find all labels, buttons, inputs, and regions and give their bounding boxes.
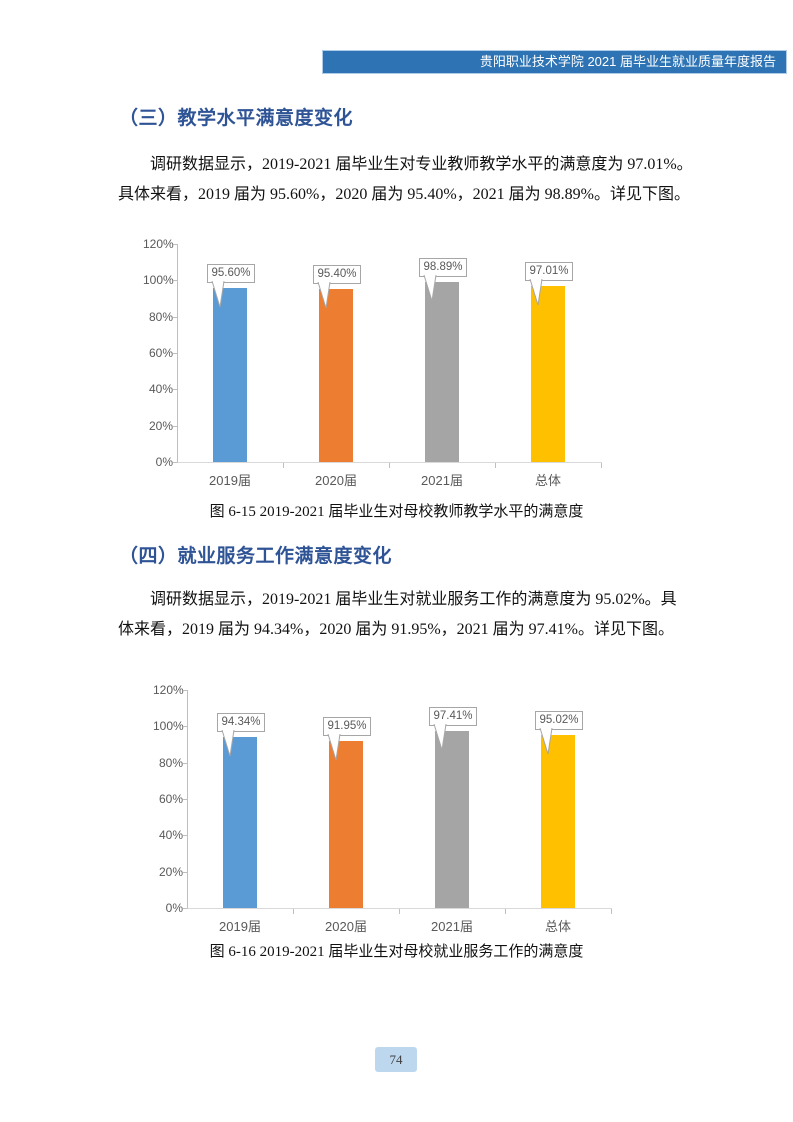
callout-tail-pointer bbox=[539, 728, 553, 761]
x-axis-category-label: 2020届 bbox=[325, 919, 367, 934]
data-label-callout: 94.34% bbox=[217, 712, 265, 732]
bar-2020届 bbox=[319, 288, 353, 462]
x-axis-tick-mark bbox=[505, 909, 506, 914]
x-axis-tick-mark bbox=[601, 463, 602, 468]
y-axis-tick-mark bbox=[183, 762, 187, 764]
y-axis-tick-mark bbox=[173, 425, 177, 427]
paragraph-line: 具体来看，2019 届为 95.60%，2020 届为 95.40%，2021 … bbox=[118, 186, 690, 203]
x-axis-tick-mark bbox=[389, 463, 390, 468]
callout-tail-pointer bbox=[433, 723, 447, 757]
y-axis-tick-label: 20% bbox=[148, 418, 173, 433]
paragraph-employment-service: 调研数据显示，2019-2021 届毕业生对就业服务工作的满意度为 95.02%… bbox=[118, 585, 677, 645]
plot-area bbox=[177, 244, 602, 463]
bar-总体 bbox=[531, 285, 565, 462]
bar-2019届 bbox=[213, 288, 247, 462]
x-axis-tick-mark bbox=[293, 909, 294, 914]
y-axis-tick-mark bbox=[183, 908, 187, 909]
y-axis-tick-mark bbox=[183, 690, 187, 691]
x-axis-category-label: 2021届 bbox=[421, 473, 463, 488]
y-axis-tick-label: 60% bbox=[148, 346, 173, 360]
x-axis-tick-mark bbox=[611, 909, 612, 914]
data-label-callout: 98.89% bbox=[419, 258, 467, 278]
y-axis-tick-label: 40% bbox=[158, 828, 183, 843]
y-axis-tick-mark bbox=[183, 871, 187, 873]
data-label-callout: 95.02% bbox=[535, 711, 583, 731]
y-axis-tick-mark bbox=[173, 389, 177, 391]
y-axis-tick-mark bbox=[183, 726, 187, 728]
section-heading-employment-service: （四）就业服务工作满意度变化 bbox=[119, 546, 393, 567]
callout-tail-pointer bbox=[423, 275, 437, 308]
y-axis-tick-label: 0% bbox=[155, 455, 173, 469]
figure-caption-6-16: 图 6-16 2019-2021 届毕业生对母校就业服务工作的满意度 bbox=[209, 944, 584, 960]
page-header-banner: 贵阳职业技术学院 2021 届毕业生就业质量年度报告 bbox=[322, 50, 787, 74]
y-axis-tick-label: 80% bbox=[148, 309, 173, 324]
y-axis-tick-label: 20% bbox=[158, 864, 183, 879]
teaching-satisfaction-bar-chart: 0% 20% 40% 60% 80% 100% 120% 95.60% 2019届 95.40% 2… bbox=[143, 237, 613, 488]
data-label-callout: 97.41% bbox=[429, 707, 477, 727]
header-title: 贵阳职业技术学院 2021 届毕业生就业质量年度报告 bbox=[479, 54, 776, 69]
figure-caption-6-15: 图 6-15 2019-2021 届毕业生对母校教师教学水平的满意度 bbox=[209, 504, 584, 520]
data-label-callout: 95.60% bbox=[207, 264, 255, 284]
paragraph-teaching: 调研数据显示，2019-2021 届毕业生对专业教师教学水平的满意度为 97.0… bbox=[118, 150, 693, 210]
callout-tail-pointer bbox=[529, 278, 543, 312]
y-axis-tick-mark bbox=[183, 799, 187, 800]
y-axis-tick-label: 100% bbox=[153, 719, 184, 734]
callout-tail-pointer bbox=[327, 733, 341, 767]
paragraph-line: 体来看，2019 届为 94.34%，2020 届为 91.95%，2021 届… bbox=[118, 621, 674, 638]
paragraph-line: 调研数据显示，2019-2021 届毕业生对专业教师教学水平的满意度为 97.0… bbox=[150, 156, 693, 173]
y-axis-tick-label: 120% bbox=[153, 683, 184, 697]
y-axis-tick-mark bbox=[173, 280, 177, 282]
x-axis-tick-mark bbox=[283, 463, 284, 468]
x-axis-category-label: 2020届 bbox=[315, 473, 357, 488]
y-axis-tick-label: 100% bbox=[143, 273, 174, 288]
bar-2019届 bbox=[223, 736, 257, 908]
y-axis-tick-mark bbox=[173, 316, 177, 318]
employment-service-satisfaction-bar-chart: 0% 20% 40% 60% 80% 100% 120% 94.34% 2019届 91.95% 2… bbox=[153, 683, 623, 934]
y-axis-tick-label: 40% bbox=[148, 382, 173, 397]
plot-area bbox=[187, 690, 612, 909]
x-axis-category-label: 2021届 bbox=[431, 919, 473, 934]
y-axis-tick-label: 120% bbox=[143, 237, 174, 251]
y-axis-tick-label: 80% bbox=[158, 755, 183, 770]
y-axis-tick-label: 0% bbox=[165, 901, 183, 915]
bar-总体 bbox=[541, 735, 575, 908]
y-axis-tick-mark bbox=[173, 353, 177, 354]
callout-tail-pointer bbox=[221, 729, 235, 763]
bar-2021届 bbox=[425, 282, 459, 462]
y-axis-tick-mark bbox=[173, 244, 177, 245]
x-axis-category-label: 总体 bbox=[544, 919, 571, 934]
x-axis-category-label: 2019届 bbox=[219, 919, 261, 934]
section-heading-teaching: （三）教学水平满意度变化 bbox=[119, 108, 354, 129]
y-axis-tick-mark bbox=[173, 462, 177, 463]
data-label-callout: 95.40% bbox=[313, 264, 361, 284]
data-label-callout: 91.95% bbox=[323, 716, 371, 736]
y-axis-tick-label: 60% bbox=[158, 792, 183, 806]
bar-2021届 bbox=[435, 731, 469, 908]
data-label-callout: 97.01% bbox=[525, 261, 573, 281]
callout-tail-pointer bbox=[317, 281, 331, 315]
paragraph-line: 调研数据显示，2019-2021 届毕业生对就业服务工作的满意度为 95.02%… bbox=[150, 591, 677, 608]
page-number-badge: 74 bbox=[375, 1047, 417, 1072]
y-axis-tick-mark bbox=[183, 835, 187, 837]
x-axis-tick-mark bbox=[399, 909, 400, 914]
x-axis-category-label: 总体 bbox=[534, 473, 561, 488]
bar-2020届 bbox=[329, 740, 363, 908]
x-axis-category-label: 2019届 bbox=[209, 473, 251, 488]
callout-tail-pointer bbox=[211, 281, 225, 314]
x-axis-tick-mark bbox=[495, 463, 496, 468]
